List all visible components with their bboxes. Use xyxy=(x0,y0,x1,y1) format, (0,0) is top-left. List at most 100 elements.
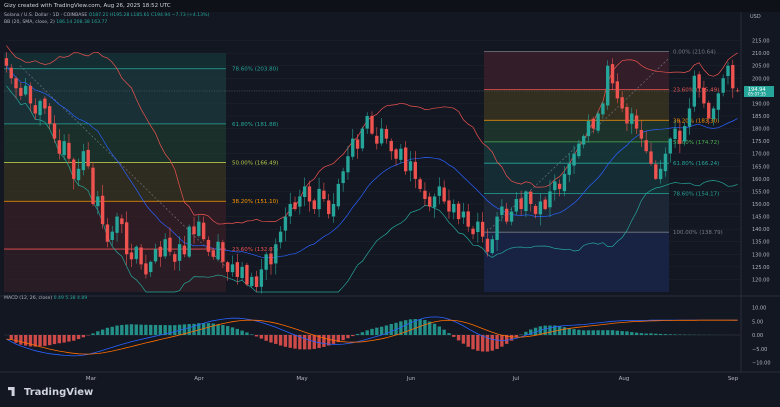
macd-histogram-bar xyxy=(394,322,398,335)
macd-histogram-bar xyxy=(144,324,148,335)
macd-legend[interactable]: MACD (12, 26, close) 0.49 5.38 4.89 xyxy=(4,296,88,301)
macd-histogram-bar xyxy=(28,335,33,347)
macd-histogram-bar xyxy=(57,335,62,344)
last-price-label: 194.94 xyxy=(748,87,766,93)
candle xyxy=(586,121,591,137)
candle xyxy=(389,140,393,152)
candle xyxy=(187,226,191,257)
macd-histogram-bar xyxy=(254,335,259,337)
macd-histogram-bar xyxy=(399,321,403,335)
candle xyxy=(129,252,134,260)
macd-histogram-bar xyxy=(105,327,110,335)
candle xyxy=(658,168,663,180)
candle xyxy=(201,222,206,240)
candle xyxy=(52,123,57,139)
candle xyxy=(711,108,716,120)
price-axis-label: 170.00 xyxy=(752,152,770,158)
macd-histogram-bar xyxy=(529,329,533,335)
macd-histogram-bar xyxy=(322,335,326,347)
candle xyxy=(480,221,485,237)
macd-histogram-bar xyxy=(423,320,427,335)
tradingview-logo[interactable]: TradingView xyxy=(8,387,93,398)
fib-level-label: 100.00% (138.79) xyxy=(673,230,723,236)
symbol-legend: Solana / U.S. Dollar · 1D · COINBASE O18… xyxy=(4,13,209,18)
macd-histogram-bar xyxy=(110,326,114,335)
bb-legend[interactable]: BB (20, SMA, close, 2) 186.14 208.38 163… xyxy=(4,20,108,25)
candle xyxy=(274,244,278,264)
candle xyxy=(533,206,538,215)
price-axis-label: 140.00 xyxy=(752,227,770,233)
macd-histogram-bar xyxy=(644,333,648,335)
macd-histogram-bar xyxy=(658,333,663,335)
candle xyxy=(639,129,644,139)
candle xyxy=(716,93,721,110)
candle xyxy=(735,90,740,92)
macd-histogram-bar xyxy=(577,329,581,335)
candle xyxy=(115,216,119,233)
macd-histogram-bar xyxy=(317,335,321,349)
price-axis-label: 190.00 xyxy=(752,101,770,107)
macd-histogram-bar xyxy=(33,335,37,347)
candle xyxy=(423,190,427,199)
candle xyxy=(610,64,615,84)
fib-level-label: 78.60% (154.17) xyxy=(673,192,719,198)
macd-axis-label: −5.00 xyxy=(752,347,767,353)
candle xyxy=(476,221,480,233)
macd-histogram-bar xyxy=(182,324,187,335)
currency-label[interactable]: USD xyxy=(750,14,761,20)
macd-histogram-bar xyxy=(379,326,384,335)
candle xyxy=(500,206,504,215)
candle xyxy=(341,171,345,184)
candle xyxy=(100,195,105,225)
candle xyxy=(485,238,490,252)
candle xyxy=(86,149,90,167)
macd-histogram-bar xyxy=(211,323,215,335)
candle xyxy=(505,208,509,222)
macd-histogram-bar xyxy=(76,335,81,340)
macd-histogram-bar xyxy=(288,335,292,348)
candle xyxy=(707,102,711,119)
macd-histogram-bar xyxy=(240,330,244,335)
macd-histogram-bar xyxy=(283,335,288,347)
macd-histogram-bar xyxy=(673,334,677,335)
time-axis-label: Jun xyxy=(406,376,416,382)
macd-histogram-bar xyxy=(298,335,302,350)
macd-histogram-bar xyxy=(336,335,341,343)
bb-lower-line xyxy=(6,85,738,293)
candle xyxy=(418,179,422,189)
bb-basis-line xyxy=(6,65,738,258)
macd-histogram-bar xyxy=(471,335,475,350)
candle xyxy=(254,276,259,287)
candle xyxy=(38,100,42,116)
candle xyxy=(245,264,249,285)
fib-level-label: 38.20% (151.10) xyxy=(232,199,278,205)
macd-histogram-bar xyxy=(466,335,470,347)
price-axis-label: 160.00 xyxy=(752,177,770,183)
price-axis-label: 165.00 xyxy=(752,164,770,170)
time-axis-label: Mar xyxy=(86,376,97,382)
time-axis-label: Aug xyxy=(619,376,630,382)
macd-histogram-bar xyxy=(476,335,480,351)
macd-histogram-bar xyxy=(668,334,672,335)
candle xyxy=(33,105,37,114)
macd-histogram-bar xyxy=(360,332,365,335)
macd-axis-label: 10.00 xyxy=(752,306,766,312)
candle xyxy=(562,173,567,192)
macd-histogram-bar xyxy=(452,335,456,337)
macd-histogram-bar xyxy=(490,335,494,351)
candle xyxy=(548,191,552,208)
macd-histogram-bar xyxy=(548,325,552,335)
candle xyxy=(687,108,692,127)
macd-histogram-bar xyxy=(509,335,514,341)
macd-histogram-bar xyxy=(533,327,538,335)
symbol-name[interactable]: Solana / U.S. Dollar · 1D · COINBASE xyxy=(4,13,88,18)
candle xyxy=(298,196,302,207)
macd-histogram-bar xyxy=(437,326,442,335)
bb-values: 186.14 208.38 163.77 xyxy=(56,20,108,25)
macd-histogram-bar xyxy=(456,335,461,341)
macd-axis-label: 5.00 xyxy=(752,319,763,325)
macd-histogram-bar xyxy=(557,326,562,335)
fib-zone-right xyxy=(484,163,669,194)
candle xyxy=(394,149,398,159)
